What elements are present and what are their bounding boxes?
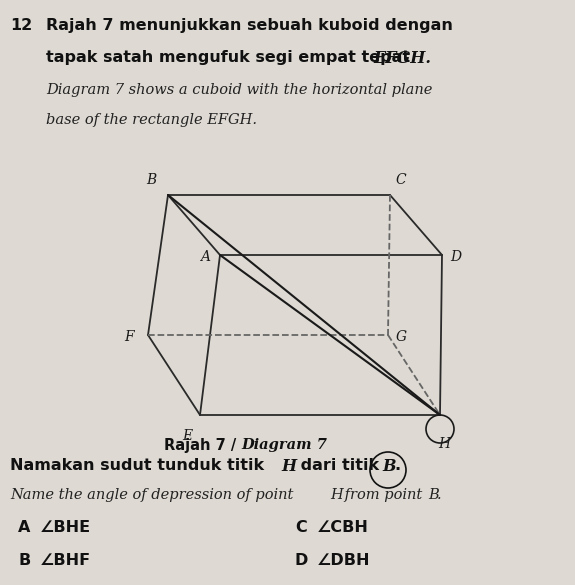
Text: ∠CBH: ∠CBH — [317, 520, 369, 535]
Text: B: B — [18, 553, 30, 568]
Text: B: B — [145, 173, 156, 187]
Text: F: F — [124, 330, 134, 344]
Text: ∠DBH: ∠DBH — [317, 553, 370, 568]
Text: H: H — [438, 437, 450, 451]
Text: .: . — [437, 488, 442, 502]
Text: H: H — [330, 488, 343, 502]
Text: D: D — [450, 250, 461, 264]
Text: Rajah 7 /: Rajah 7 / — [164, 438, 242, 453]
Text: C: C — [395, 173, 405, 187]
Text: Name the angle of depression of point: Name the angle of depression of point — [10, 488, 298, 502]
Text: EFGH.: EFGH. — [373, 50, 431, 67]
Text: B: B — [382, 458, 396, 475]
Text: A: A — [200, 250, 210, 264]
Text: Diagram 7 shows a cuboid with the horizontal plane: Diagram 7 shows a cuboid with the horizo… — [46, 83, 432, 97]
Text: B: B — [428, 488, 439, 502]
Text: C: C — [295, 520, 306, 535]
Text: Namakan sudut tunduk titik: Namakan sudut tunduk titik — [10, 458, 270, 473]
Text: H: H — [281, 458, 296, 475]
Text: ∠BHF: ∠BHF — [40, 553, 91, 568]
Text: ∠BHE: ∠BHE — [40, 520, 91, 535]
Text: dari titik: dari titik — [295, 458, 385, 473]
Text: A: A — [18, 520, 30, 535]
Text: tapak satah mengufuk segi empat tepat: tapak satah mengufuk segi empat tepat — [46, 50, 416, 65]
Text: base of the rectangle EFGH.: base of the rectangle EFGH. — [46, 113, 257, 127]
Text: Rajah 7 menunjukkan sebuah kuboid dengan: Rajah 7 menunjukkan sebuah kuboid dengan — [46, 18, 453, 33]
Text: .: . — [394, 458, 400, 473]
Text: Diagram 7: Diagram 7 — [242, 438, 327, 452]
Text: from point: from point — [340, 488, 427, 502]
Text: G: G — [396, 330, 407, 344]
Text: 12: 12 — [10, 18, 32, 33]
Text: D: D — [295, 553, 308, 568]
Text: E: E — [182, 429, 192, 443]
